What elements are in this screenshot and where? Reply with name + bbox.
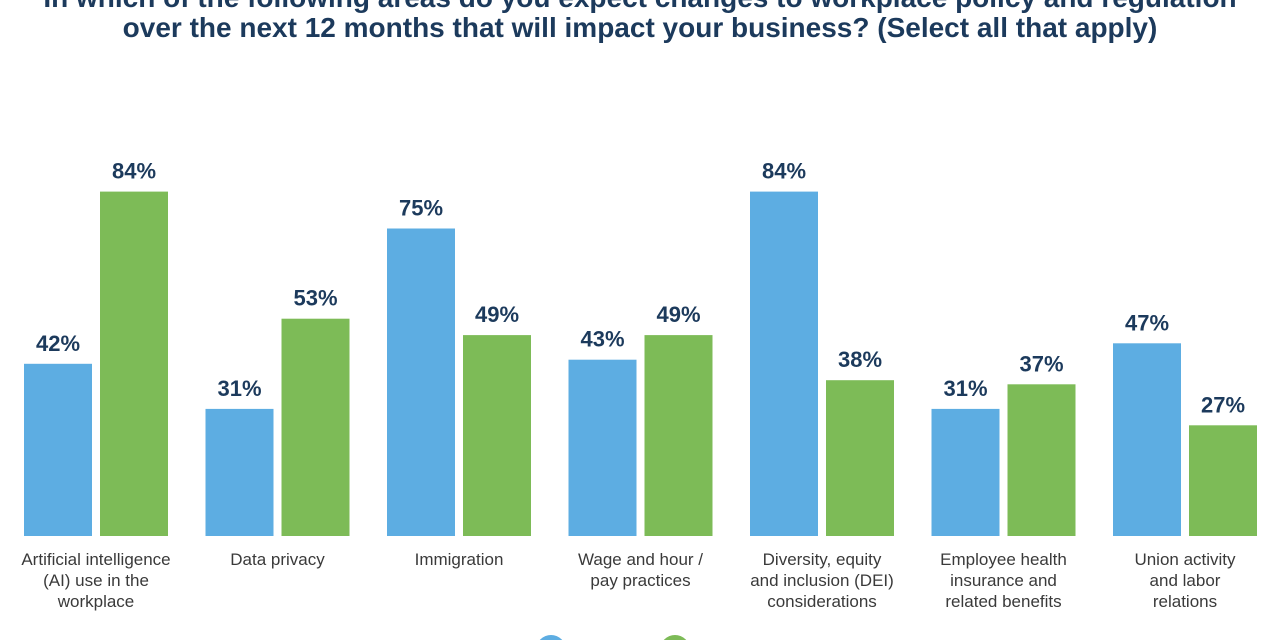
data-label-2026-6: 27% bbox=[1201, 392, 1245, 417]
bar-2025-1 bbox=[205, 408, 274, 536]
data-label-2026-2: 49% bbox=[475, 302, 519, 327]
bar-2025-4 bbox=[750, 191, 818, 536]
data-label-2025-1: 31% bbox=[217, 376, 261, 401]
category-label-3-1: pay practices bbox=[590, 571, 690, 590]
data-label-2026-0: 84% bbox=[112, 159, 156, 184]
category-label-1-0: Data privacy bbox=[230, 550, 325, 569]
bar-2026-3 bbox=[644, 335, 713, 536]
bar-2026-4 bbox=[826, 380, 894, 536]
category-label-0-2: workplace bbox=[57, 592, 135, 611]
category-label-3-0: Wage and hour / bbox=[578, 550, 703, 569]
category-label-6-1: and labor bbox=[1150, 571, 1221, 590]
data-label-2026-3: 49% bbox=[656, 302, 700, 327]
data-label-2026-1: 53% bbox=[293, 286, 337, 311]
bar-2025-6 bbox=[1113, 343, 1181, 536]
bar-2025-5 bbox=[931, 408, 1000, 536]
category-label-4-0: Diversity, equity bbox=[763, 550, 882, 569]
bar-2025-2 bbox=[387, 228, 455, 536]
bar-2026-2 bbox=[463, 335, 531, 536]
bar-2025-0 bbox=[24, 363, 92, 536]
category-label-4-2: considerations bbox=[767, 592, 877, 611]
legend-swatch-2025 bbox=[539, 635, 563, 640]
data-label-2025-5: 31% bbox=[943, 376, 987, 401]
chart-title-line-2: over the next 12 months that will impact… bbox=[122, 12, 1158, 43]
chart-title-line-1: In which of the following areas do you e… bbox=[0, 0, 1280, 14]
data-label-2025-6: 47% bbox=[1125, 310, 1169, 335]
category-label-6-2: relations bbox=[1153, 592, 1217, 611]
data-label-2026-4: 38% bbox=[838, 347, 882, 372]
bar-2026-6 bbox=[1189, 425, 1257, 536]
data-label-2025-4: 84% bbox=[762, 159, 806, 184]
category-label-2-0: Immigration bbox=[415, 550, 504, 569]
category-label-0-1: (AI) use in the bbox=[43, 571, 149, 590]
data-label-2026-5: 37% bbox=[1019, 351, 1063, 376]
data-label-2025-3: 43% bbox=[580, 327, 624, 352]
data-label-2025-0: 42% bbox=[36, 331, 80, 356]
category-label-5-2: related benefits bbox=[945, 592, 1061, 611]
category-label-5-0: Employee health bbox=[940, 550, 1067, 569]
data-label-2025-2: 75% bbox=[399, 196, 443, 221]
category-label-6-0: Union activity bbox=[1134, 550, 1236, 569]
bar-2026-1 bbox=[281, 318, 350, 536]
bar-2026-0 bbox=[100, 191, 168, 536]
category-label-0-0: Artificial intelligence bbox=[21, 550, 170, 569]
category-label-5-1: insurance and bbox=[950, 571, 1057, 590]
category-label-4-1: and inclusion (DEI) bbox=[750, 571, 894, 590]
bar-2026-5 bbox=[1007, 384, 1076, 536]
bar-2025-3 bbox=[568, 359, 637, 536]
legend-swatch-2026 bbox=[663, 635, 687, 640]
